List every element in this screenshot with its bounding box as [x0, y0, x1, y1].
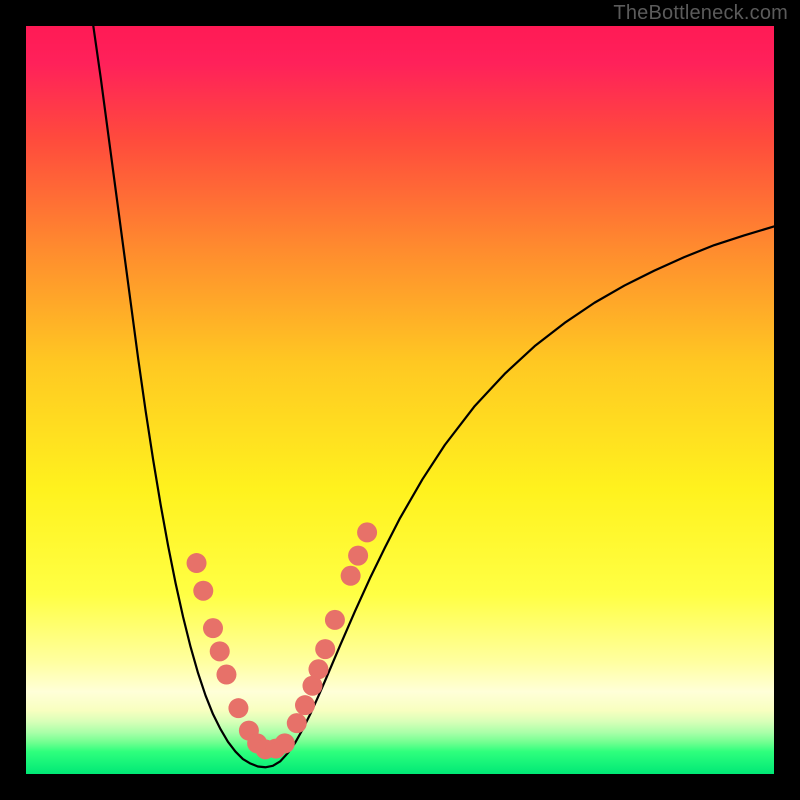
watermark-text: TheBottleneck.com [613, 2, 788, 25]
plot-gradient-background [26, 26, 774, 774]
figure-container: TheBottleneck.com [0, 0, 800, 800]
